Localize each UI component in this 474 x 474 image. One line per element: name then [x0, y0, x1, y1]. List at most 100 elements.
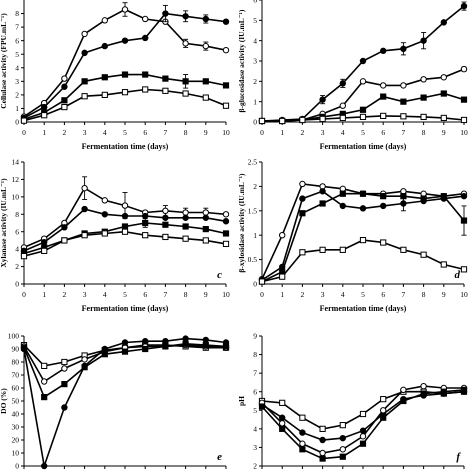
data-point: [182, 13, 189, 20]
series-open-circle: [20, 2, 230, 120]
data-point: [81, 184, 88, 192]
x-tick-label: 1: [280, 290, 284, 299]
x-tick-label: 10: [222, 472, 230, 474]
series-filled-square: [258, 190, 468, 285]
data-point: [420, 195, 427, 202]
data-point: [101, 230, 108, 237]
data-point: [202, 342, 209, 349]
x-tick-label: 2: [301, 290, 305, 299]
y-tick-label: 4: [15, 245, 19, 254]
data-point: [81, 232, 88, 239]
y-tick-label: 100: [8, 332, 20, 341]
data-point: [121, 348, 129, 355]
data-point: [222, 82, 230, 89]
y-tick-label: 0: [253, 118, 257, 127]
x-axis-title: Fermentation time (days): [320, 304, 407, 313]
y-axis-title: pH: [237, 396, 246, 406]
data-point: [299, 116, 306, 124]
y-tick-label: 5: [15, 50, 19, 59]
data-point: [142, 212, 149, 220]
data-point: [460, 65, 468, 73]
data-point: [299, 414, 306, 421]
data-point: [222, 102, 230, 109]
data-point: [101, 17, 109, 24]
series-filled-circle: [20, 335, 230, 470]
y-tick-label: 80: [12, 358, 20, 367]
data-point: [121, 89, 129, 96]
series-filled-circle: [258, 1, 468, 125]
data-point: [182, 235, 189, 242]
data-point: [258, 278, 266, 285]
y-tick-label: 6: [253, 387, 257, 396]
data-point: [61, 75, 68, 82]
data-point: [182, 209, 189, 216]
data-point: [162, 343, 169, 350]
x-tick-label: 1: [280, 128, 284, 137]
y-tick-label: 3: [253, 443, 257, 452]
x-tick-label: 7: [164, 472, 168, 474]
x-tick-label: 9: [442, 290, 446, 299]
x-tick-label: 0: [22, 472, 26, 474]
y-tick-label: 8: [15, 210, 19, 219]
x-tick-label: 6: [143, 128, 147, 137]
x-tick-label: 6: [381, 128, 385, 137]
series-open-circle: [258, 382, 468, 457]
x-axis-title: Fermentation time (days): [82, 142, 169, 151]
data-point: [279, 399, 286, 406]
y-axis-title: Cellulase activity (FPU.mL⁻¹): [0, 13, 8, 109]
y-axis-title: Xylanase activity (IU.mL⁻¹): [0, 178, 8, 268]
panel-letter: c: [217, 269, 222, 281]
data-point: [339, 434, 346, 442]
data-point: [299, 249, 306, 256]
data-point: [61, 237, 68, 244]
panel-letter: f: [456, 451, 461, 463]
data-point: [142, 232, 149, 239]
x-tick-label: 10: [460, 128, 468, 137]
data-point: [258, 403, 266, 410]
data-point: [460, 386, 468, 393]
data-point: [202, 226, 209, 233]
x-tick-label: 2: [63, 472, 67, 474]
data-point: [41, 247, 48, 254]
y-tick-label: 6: [15, 36, 19, 45]
data-point: [299, 429, 306, 436]
data-point: [182, 214, 189, 221]
x-tick-label: 2: [301, 128, 305, 137]
y-tick-label: 3: [253, 57, 257, 66]
x-tick-label: 8: [422, 472, 426, 474]
series-open-square: [258, 236, 468, 285]
data-point: [400, 386, 407, 394]
y-tick-label: 10: [12, 449, 20, 458]
data-point: [61, 358, 68, 366]
data-point: [380, 82, 387, 89]
data-point: [41, 462, 48, 470]
y-tick-label: 1: [253, 231, 257, 240]
x-tick-label: 4: [103, 290, 107, 299]
data-point: [20, 253, 28, 260]
data-point: [121, 339, 129, 346]
data-point: [81, 362, 88, 370]
x-tick-label: 7: [402, 472, 406, 474]
data-point: [20, 117, 28, 124]
x-tick-label: 9: [204, 128, 208, 137]
data-point: [420, 76, 427, 83]
panel-letter: e: [217, 451, 222, 463]
chart-panel-d: 0 1 2 3 4 5 6 7 8 9 10 0 0.5 1 1.5 2 2.5 Fermentation tim…: [237, 158, 468, 313]
data-point: [61, 381, 68, 388]
data-point: [142, 345, 149, 353]
data-point: [222, 46, 230, 54]
series-line: [261, 390, 465, 430]
data-point: [380, 414, 387, 421]
y-tick-label: 20: [12, 436, 20, 445]
data-point: [420, 382, 427, 390]
y-tick-label: 6: [15, 227, 19, 236]
data-point: [339, 102, 346, 109]
data-point: [400, 246, 407, 253]
data-point: [182, 40, 189, 47]
data-point: [299, 440, 306, 447]
data-point: [299, 446, 306, 453]
y-tick-label: 90: [12, 345, 20, 354]
data-point: [121, 6, 129, 13]
data-point: [101, 91, 108, 98]
